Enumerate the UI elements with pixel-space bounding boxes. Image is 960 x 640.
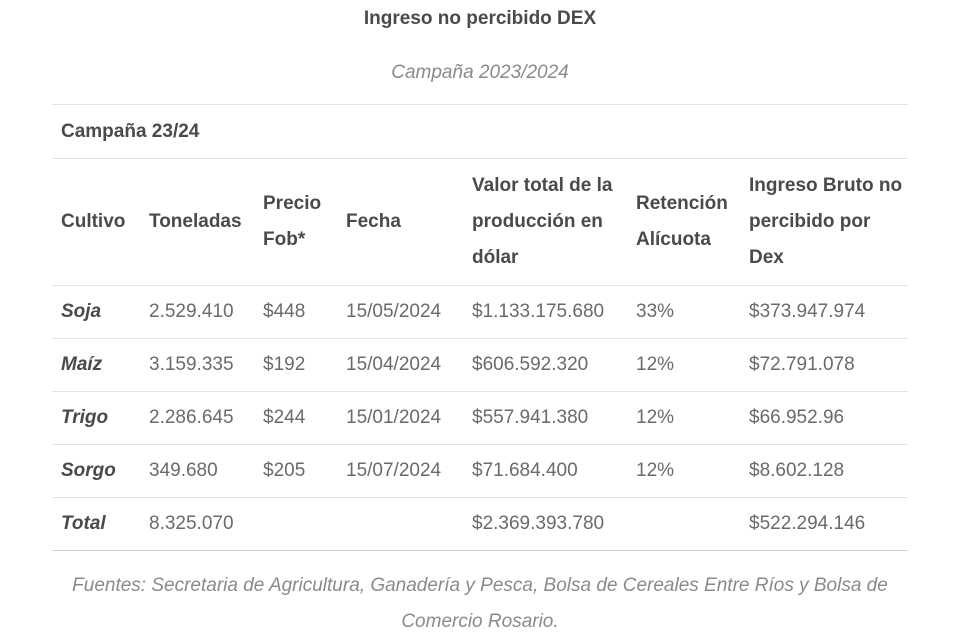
cell-retencion: 33%	[627, 285, 740, 339]
column-header-toneladas: Toneladas	[140, 158, 254, 286]
cell-cultivo: Soja	[52, 285, 140, 339]
table-row: Soja 2.529.410 $448 15/05/2024 $1.133.17…	[52, 285, 909, 339]
cell-valor-total: $606.592.320	[463, 338, 627, 392]
cell-cultivo: Trigo	[52, 391, 140, 445]
column-header-fecha: Fecha	[337, 158, 463, 286]
cell-precio-fob	[254, 497, 337, 551]
cell-toneladas: 8.325.070	[140, 497, 254, 551]
column-header-valor-total: Valor total de la producción en dólar	[463, 158, 627, 286]
table-total-row: Total 8.325.070 $2.369.393.780 $522.294.…	[52, 497, 909, 551]
cell-toneladas: 2.286.645	[140, 391, 254, 445]
cell-valor-total: $2.369.393.780	[463, 497, 627, 551]
cell-valor-total: $557.941.380	[463, 391, 627, 445]
table-row: Maíz 3.159.335 $192 15/04/2024 $606.592.…	[52, 338, 909, 392]
cell-ingreso-bruto: $522.294.146	[740, 497, 909, 551]
cell-fecha	[337, 497, 463, 551]
cell-precio-fob: $192	[254, 338, 337, 392]
cell-precio-fob: $448	[254, 285, 337, 339]
cell-cultivo: Sorgo	[52, 444, 140, 498]
cell-retencion: 12%	[627, 338, 740, 392]
cell-ingreso-bruto: $72.791.078	[740, 338, 909, 392]
cell-toneladas: 349.680	[140, 444, 254, 498]
cell-ingreso-bruto: $66.952.96	[740, 391, 909, 445]
cell-fecha: 15/01/2024	[337, 391, 463, 445]
cell-fecha: 15/07/2024	[337, 444, 463, 498]
column-header-ingreso-bruto: Ingreso Bruto no percibido por Dex	[740, 158, 909, 286]
cell-ingreso-bruto: $373.947.974	[740, 285, 909, 339]
data-table-container: Campaña 23/24 Cultivo Toneladas Precio F…	[52, 104, 909, 551]
cell-retencion: 12%	[627, 391, 740, 445]
cell-ingreso-bruto: $8.602.128	[740, 444, 909, 498]
cell-fecha: 15/04/2024	[337, 338, 463, 392]
table-row: Sorgo 349.680 $205 15/07/2024 $71.684.40…	[52, 444, 909, 498]
cell-toneladas: 2.529.410	[140, 285, 254, 339]
table-caption: Campaña 23/24	[52, 104, 909, 159]
table-caption-row: Campaña 23/24	[52, 104, 909, 159]
cell-retencion: 12%	[627, 444, 740, 498]
column-header-retencion: Retención Alícuota	[627, 158, 740, 286]
cell-valor-total: $71.684.400	[463, 444, 627, 498]
cell-valor-total: $1.133.175.680	[463, 285, 627, 339]
cell-precio-fob: $205	[254, 444, 337, 498]
table-subtitle: Campaña 2023/2024	[391, 62, 569, 83]
cell-retencion	[627, 497, 740, 551]
cell-precio-fob: $244	[254, 391, 337, 445]
table-row: Trigo 2.286.645 $244 15/01/2024 $557.941…	[52, 391, 909, 445]
cell-fecha: 15/05/2024	[337, 285, 463, 339]
column-header-precio-fob: Precio Fob*	[254, 158, 337, 286]
cell-cultivo: Maíz	[52, 338, 140, 392]
sources-footnote: Fuentes: Secretaria de Agricultura, Gana…	[72, 575, 888, 632]
table-header-row: Cultivo Toneladas Precio Fob* Fecha Valo…	[52, 158, 909, 286]
cell-total-label: Total	[52, 497, 140, 551]
table-title: Ingreso no percibido DEX	[363, 8, 597, 29]
data-table: Campaña 23/24 Cultivo Toneladas Precio F…	[52, 104, 909, 551]
column-header-cultivo: Cultivo	[52, 158, 140, 286]
cell-toneladas: 3.159.335	[140, 338, 254, 392]
